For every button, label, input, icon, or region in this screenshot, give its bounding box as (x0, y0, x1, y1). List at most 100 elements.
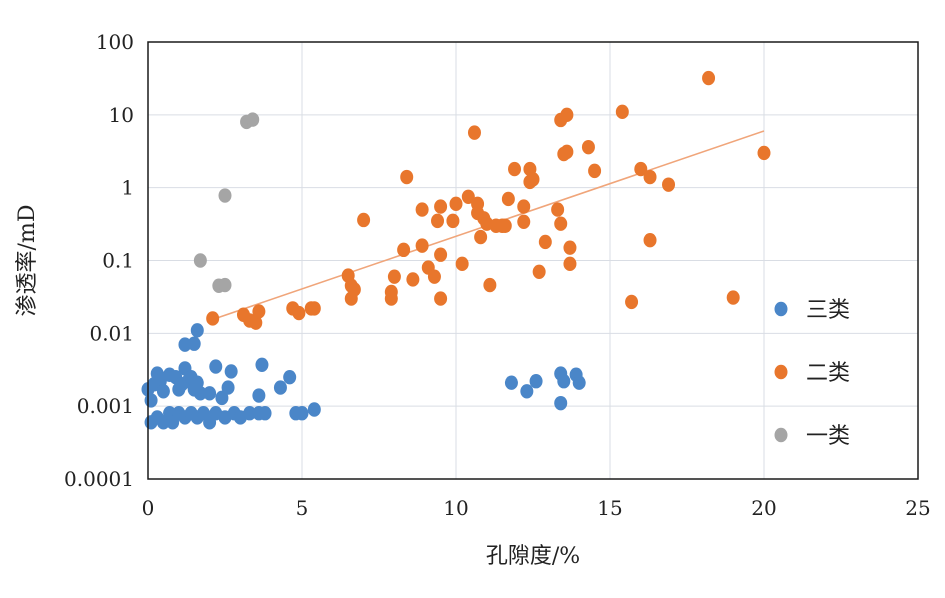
x-tick-label: 10 (443, 496, 468, 520)
data-point (520, 384, 534, 399)
data-point (307, 301, 321, 316)
data-point (702, 70, 716, 86)
data-point (434, 247, 448, 262)
data-point (246, 112, 260, 127)
data-point (190, 323, 204, 338)
x-tick-label: 25 (905, 496, 930, 520)
data-point (504, 375, 518, 390)
data-point (434, 199, 448, 214)
y-axis-ticks: 0.0001 0.001 0.01 0.1 1 10 100 (64, 30, 134, 491)
data-point (431, 213, 445, 229)
data-point (501, 191, 515, 207)
data-point (400, 169, 414, 185)
data-point (498, 218, 512, 233)
legend-marker (774, 364, 788, 380)
data-point (243, 406, 257, 421)
data-point (252, 388, 266, 403)
data-point (726, 290, 740, 305)
data-point (209, 359, 223, 374)
data-point (221, 380, 235, 395)
data-point (206, 311, 220, 326)
data-point (483, 277, 497, 293)
data-point (557, 374, 571, 389)
y-tick-label: 0.1 (102, 249, 134, 273)
data-point (384, 291, 398, 306)
data-point (554, 395, 568, 411)
y-tick-label: 1 (121, 176, 134, 200)
data-point (224, 364, 238, 379)
data-point (415, 238, 429, 253)
x-tick-label: 5 (296, 496, 309, 520)
data-point (554, 216, 568, 231)
data-point (193, 386, 207, 401)
y-tick-label: 0.001 (77, 394, 134, 418)
data-point (757, 145, 771, 161)
data-point (455, 256, 469, 272)
data-point (563, 240, 577, 255)
data-point (203, 386, 217, 401)
data-point (252, 304, 266, 319)
data-point (347, 282, 361, 297)
x-axis-title: 孔隙度/% (486, 544, 580, 569)
data-point (415, 202, 429, 217)
data-point (215, 390, 229, 406)
legend-marker (774, 301, 788, 317)
data-point (156, 384, 170, 399)
data-point (434, 291, 448, 306)
legend-label: 三类 (806, 298, 850, 323)
y-tick-label: 0.0001 (64, 467, 134, 491)
data-point (357, 212, 371, 228)
data-points (141, 70, 771, 430)
data-point (397, 242, 411, 258)
data-point (292, 305, 306, 321)
data-point (529, 374, 543, 389)
data-point (588, 163, 602, 179)
data-point (643, 169, 657, 185)
legend-label: 二类 (806, 361, 850, 386)
data-point (517, 214, 531, 229)
data-point (560, 107, 574, 123)
y-tick-label: 100 (96, 30, 134, 54)
x-tick-label: 20 (751, 496, 776, 520)
data-point (144, 393, 158, 408)
data-point (581, 139, 595, 155)
data-point (387, 269, 401, 284)
data-point (283, 369, 297, 385)
data-point (625, 294, 639, 310)
data-point (273, 380, 287, 395)
data-point (406, 272, 420, 287)
data-point (193, 253, 207, 268)
data-point (249, 315, 263, 330)
x-tick-label: 0 (142, 496, 155, 520)
data-point (218, 277, 232, 293)
data-point (467, 125, 481, 140)
data-point (449, 196, 463, 212)
y-tick-label: 0.01 (89, 321, 134, 345)
data-point (307, 402, 321, 417)
data-point (538, 234, 552, 250)
data-point (532, 264, 546, 279)
data-point (563, 256, 577, 272)
data-point (427, 269, 441, 284)
data-point (258, 406, 272, 421)
y-axis-title: 渗透率/mD (15, 205, 40, 317)
data-point (517, 199, 531, 214)
data-point (615, 104, 629, 120)
data-point (187, 336, 201, 351)
data-point (560, 144, 574, 160)
plot-area-frame (147, 41, 919, 480)
legend-marker (774, 427, 788, 443)
data-point (474, 229, 488, 245)
data-point (446, 213, 460, 229)
data-point (551, 202, 565, 217)
data-point (572, 375, 586, 390)
data-point (526, 172, 540, 187)
data-point (255, 357, 269, 372)
x-tick-label: 15 (597, 496, 622, 520)
data-point (461, 189, 475, 204)
data-point (643, 232, 657, 248)
x-axis-ticks: 0 5 10 15 20 25 (142, 496, 931, 520)
legend-label: 一类 (806, 424, 850, 449)
data-point (218, 188, 232, 203)
